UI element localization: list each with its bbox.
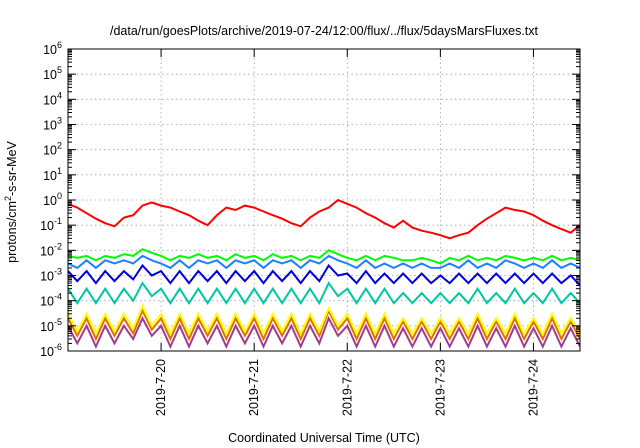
y-tick-label-exponent: 1 xyxy=(57,166,62,176)
y-tick-label: 104 xyxy=(43,90,62,107)
y-tick-label-base: 10 xyxy=(43,93,57,107)
y-tick-label-base: 10 xyxy=(40,219,54,233)
y-tick-label: 10-2 xyxy=(40,241,62,258)
chart-title: /data/run/goesPlots/archive/2019-07-24/1… xyxy=(110,24,539,38)
y-axis-label-prefix: protons/cm xyxy=(5,201,19,263)
x-tick-label: 2019-7-20 xyxy=(154,359,168,416)
y-tick-label-exponent: 6 xyxy=(57,40,62,50)
y-tick-label-base: 10 xyxy=(43,169,57,183)
y-tick-label-base: 10 xyxy=(40,270,54,284)
grid xyxy=(68,49,580,351)
y-tick-label-exponent: -6 xyxy=(54,342,62,352)
y-tick-label-base: 10 xyxy=(40,320,54,334)
y-tick-label-exponent: -3 xyxy=(54,267,62,277)
y-tick-label-exponent: -2 xyxy=(54,241,62,251)
y-tick-label-exponent: -5 xyxy=(54,317,62,327)
y-tick-label: 10-5 xyxy=(40,317,62,334)
y-tick-label-base: 10 xyxy=(40,345,54,359)
y-tick-label: 10-3 xyxy=(40,267,62,284)
series-line-4 xyxy=(68,281,580,306)
y-tick-label-exponent: 4 xyxy=(57,90,62,100)
y-axis-label-sup: 2 xyxy=(3,196,13,201)
ticks xyxy=(68,48,580,352)
x-tick-labels: 2019-7-20 2019-7-21 2019-7-22 2019-7-23 2019… xyxy=(154,359,540,416)
y-tick-label: 103 xyxy=(43,116,62,133)
y-tick-label-base: 10 xyxy=(43,144,57,158)
series-line-6 xyxy=(68,308,580,342)
y-tick-label: 105 xyxy=(43,65,62,82)
y-tick-label-exponent: 2 xyxy=(57,141,62,151)
series-line-5 xyxy=(68,303,580,336)
y-tick-labels: 10-610-510-410-310-210-11001011021031041… xyxy=(40,40,62,359)
y-tick-label: 101 xyxy=(43,166,62,183)
y-tick-label-base: 10 xyxy=(43,119,57,133)
y-tick-label-base: 10 xyxy=(43,68,57,82)
y-tick-label-base: 10 xyxy=(40,295,54,309)
y-tick-label-exponent: 0 xyxy=(57,191,62,201)
y-tick-label-exponent: -4 xyxy=(54,292,62,302)
y-tick-label: 106 xyxy=(43,40,62,57)
y-tick-label-base: 10 xyxy=(43,43,57,57)
series-line-7 xyxy=(68,315,580,350)
y-tick-label-exponent: -1 xyxy=(54,216,62,226)
x-tick-label: 2019-7-21 xyxy=(247,359,261,416)
y-tick-label-base: 10 xyxy=(40,244,54,258)
y-axis-label: protons/cm2-s-sr-MeV xyxy=(3,140,19,262)
series-line-3 xyxy=(68,263,580,287)
series-group xyxy=(68,198,580,350)
series-line-0 xyxy=(68,198,580,240)
x-tick-label: 2019-7-23 xyxy=(433,359,447,416)
y-tick-label-base: 10 xyxy=(43,194,57,208)
y-tick-label: 10-4 xyxy=(40,292,62,309)
y-axis-label-suffix: -s-sr-MeV xyxy=(5,140,19,196)
y-tick-label: 10-1 xyxy=(40,216,62,233)
x-tick-label: 2019-7-22 xyxy=(340,359,354,416)
y-tick-label-exponent: 3 xyxy=(57,116,62,126)
y-tick-label: 10-6 xyxy=(40,342,62,359)
series-line-2 xyxy=(68,254,580,270)
x-tick-label: 2019-7-24 xyxy=(526,359,540,416)
y-tick-label: 100 xyxy=(43,191,62,208)
series-line-1 xyxy=(68,248,580,265)
y-tick-label: 102 xyxy=(43,141,62,158)
x-axis-label: Coordinated Universal Time (UTC) xyxy=(228,431,420,445)
y-tick-label-exponent: 5 xyxy=(57,65,62,75)
